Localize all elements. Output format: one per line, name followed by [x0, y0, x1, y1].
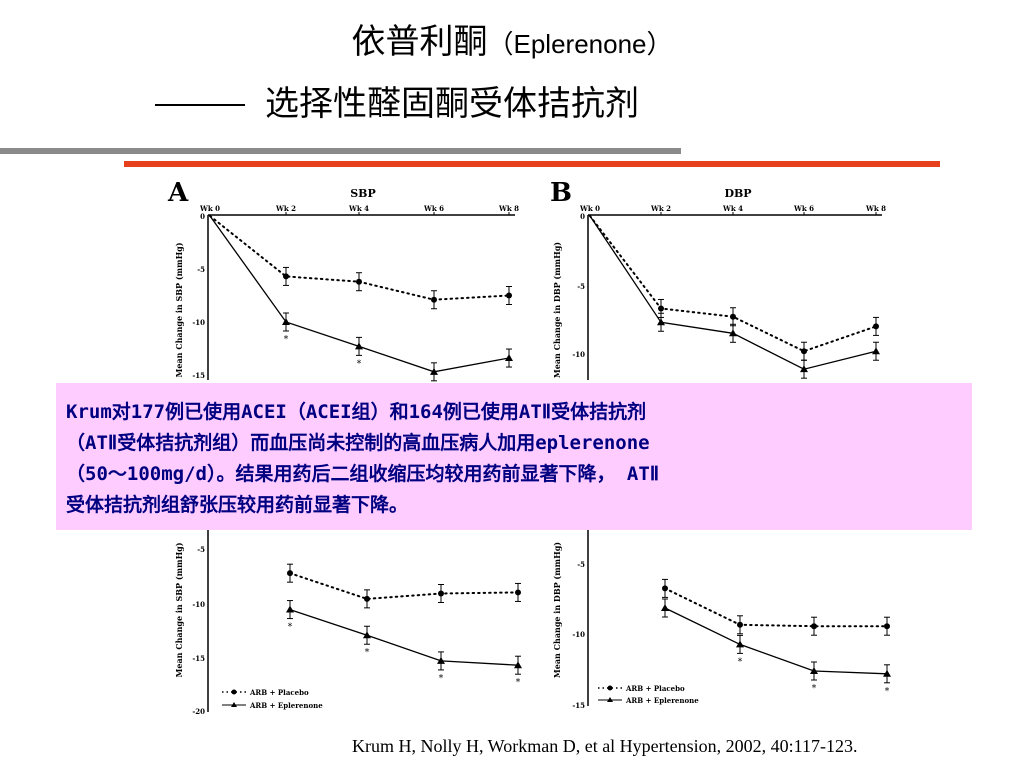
significance-mark: * [357, 359, 362, 369]
significance-mark: * [738, 657, 743, 667]
eplerenone-point [286, 605, 294, 613]
placebo-point [515, 589, 521, 596]
placebo-point [438, 590, 444, 597]
panel-b-letter: B [550, 178, 572, 208]
placebo-line [664, 587, 888, 628]
placebo-point [287, 570, 293, 577]
legend-eplerenone: ARB + Eplerenone [249, 701, 323, 710]
placebo-point [356, 278, 362, 285]
significance-mark: * [812, 684, 817, 694]
week-label: Wk 2 [650, 204, 671, 213]
y-tick-label: -15 [192, 654, 205, 663]
eplerenone-line [589, 215, 877, 370]
y-tick-label: -10 [572, 350, 585, 359]
red-divider [124, 161, 940, 167]
y-tick-label: -10 [192, 600, 205, 609]
eplerenone-point [800, 365, 808, 373]
y-tick-label: 0 [200, 212, 205, 221]
subtitle-dash [155, 104, 245, 106]
slide-title: 依普利酮（Eplerenone） [0, 20, 1024, 66]
y-tick-label: 0 [580, 212, 585, 221]
week-label: Wk 6 [793, 204, 814, 213]
week-label: Wk 0 [579, 204, 600, 213]
placebo-point [730, 313, 736, 320]
placebo-point [283, 273, 289, 280]
eplerenone-point [736, 640, 744, 648]
panel-a-title: SBP [350, 187, 376, 200]
y-axis-label: Mean Change in SBP (mmHg) [174, 542, 184, 677]
placebo-point [884, 623, 890, 630]
week-label: Wk 6 [423, 204, 444, 213]
week-label: Wk 8 [498, 204, 519, 213]
summary-callout: Krum对177例已使用ACEI（ACEI组）和164例已使用ATⅡ受体拮抗剂 … [56, 383, 972, 530]
week-label: Wk 8 [865, 204, 886, 213]
y-tick-label: -10 [192, 318, 205, 327]
legend-a: ARB + Placebo ARB + Eplerenone [222, 688, 323, 710]
eplerenone-point [505, 354, 513, 362]
callout-line: 受体拮抗剂组舒张压较用药前显著下降。 [66, 494, 409, 516]
eplerenone-point [355, 342, 363, 350]
placebo-point [662, 585, 668, 592]
week-label: Wk 0 [199, 204, 220, 213]
curve-layer: * * * * * * * * * [209, 215, 891, 697]
week-label: Wk 4 [348, 204, 369, 213]
eplerenone-point [810, 667, 818, 674]
eplerenone-line [664, 607, 888, 675]
significance-mark: * [439, 674, 444, 684]
significance-mark: * [288, 623, 293, 633]
y-axis-label: Mean Change in DBP (mmHg) [552, 242, 562, 378]
eplerenone-point [729, 329, 737, 337]
y-axis-label: Mean Change in SBP (mmHg) [174, 242, 184, 377]
eplerenone-point [883, 669, 891, 677]
legend-placebo: ARB + Placebo [625, 684, 685, 693]
placebo-point [811, 623, 817, 630]
y-tick-label: -20 [192, 707, 205, 716]
significance-mark: * [284, 335, 289, 345]
placebo-point [506, 292, 512, 299]
week-label: Wk 2 [275, 204, 296, 213]
placebo-point [873, 323, 879, 330]
eplerenone-point [872, 347, 880, 355]
eplerenone-point [430, 367, 438, 375]
gray-divider [0, 148, 681, 154]
citation: Krum H, Nolly H, Workman D, et al Hypert… [352, 736, 858, 756]
significance-mark: * [885, 687, 890, 697]
y-tick-label: -15 [192, 371, 205, 380]
y-tick-label: -5 [197, 545, 205, 554]
slide-subtitle: 选择性醛固酮受体拮抗剂 [265, 84, 639, 124]
y-tick-label: -10 [572, 630, 585, 639]
title-english: （Eplerenone） [487, 29, 673, 59]
panel-a-letter: A [167, 178, 189, 208]
eplerenone-point [363, 631, 371, 639]
callout-line: （50～100mg/d）。结果用药后二组收缩压均较用药前显著下降， ATⅡ [66, 463, 660, 485]
placebo-point [364, 595, 370, 602]
callout-line: （ATⅡ受体拮抗剂组）而血压尚未控制的高血压病人加用eplerenone [66, 432, 650, 454]
placebo-point [658, 305, 664, 312]
eplerenone-point [661, 604, 669, 611]
y-tick-label: -15 [572, 701, 585, 710]
legend-eplerenone: ARB + Eplerenone [625, 696, 699, 705]
y-tick-label: -5 [577, 560, 585, 569]
legend-b: ARB + Placebo ARB + Eplerenone [598, 684, 699, 705]
legend-placebo: ARB + Placebo [249, 688, 309, 697]
eplerenone-point [282, 318, 290, 325]
significance-mark: * [516, 678, 521, 688]
significance-mark: * [365, 648, 370, 658]
placebo-line [289, 572, 519, 600]
y-axis-label: Mean Change in DBP (mmHg) [552, 542, 562, 678]
eplerenone-point [657, 318, 665, 326]
y-tick-label: -5 [197, 265, 205, 274]
eplerenone-line [289, 608, 519, 666]
placebo-point [431, 296, 437, 303]
placebo-point [801, 348, 807, 355]
callout-line: Krum对177例已使用ACEI（ACEI组）和164例已使用ATⅡ受体拮抗剂 [66, 401, 647, 423]
title-chinese: 依普利酮 [351, 22, 488, 62]
y-tick-label: -5 [577, 282, 585, 291]
week-label: Wk 4 [722, 204, 743, 213]
placebo-point [737, 621, 743, 628]
panel-b-title: DBP [724, 187, 751, 200]
eplerenone-point [514, 661, 522, 669]
eplerenone-point [437, 656, 445, 664]
